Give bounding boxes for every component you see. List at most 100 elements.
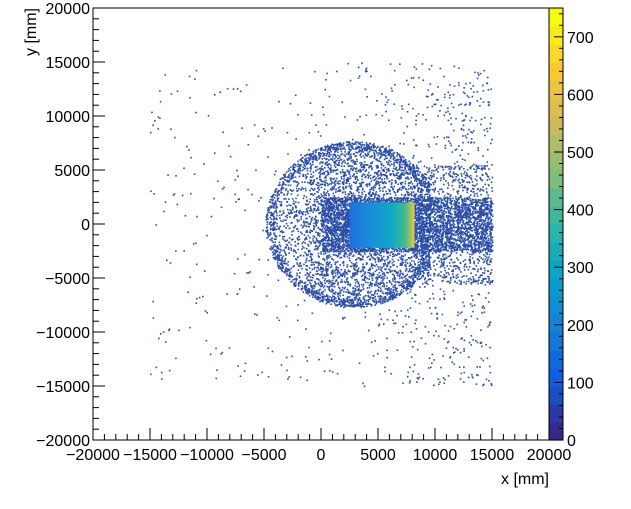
histogram-bin	[267, 233, 269, 236]
histogram-bin	[359, 141, 361, 144]
histogram-bin	[411, 188, 414, 190]
histogram-bin	[405, 161, 408, 164]
histogram-bin	[427, 254, 429, 256]
histogram-bin	[421, 178, 424, 181]
histogram-bin	[330, 303, 333, 306]
histogram-bin	[308, 291, 311, 294]
histogram-bin	[387, 167, 390, 170]
histogram-bin	[306, 210, 309, 213]
histogram-bin	[332, 275, 335, 278]
histogram-bin	[373, 293, 376, 295]
histogram-bin	[361, 279, 364, 281]
histogram-bin	[314, 149, 317, 152]
histogram-bin	[322, 258, 324, 260]
histogram-bin	[361, 193, 364, 196]
histogram-bin	[331, 237, 333, 239]
histogram-bin	[270, 211, 273, 214]
histogram-bin	[363, 146, 366, 149]
histogram-bin	[421, 248, 423, 251]
histogram-bin	[381, 169, 384, 171]
histogram-bin	[336, 151, 339, 154]
histogram-bin	[395, 166, 398, 169]
histogram-bin	[383, 148, 386, 150]
histogram-bin	[273, 238, 276, 240]
histogram-bin	[401, 284, 403, 287]
histogram-bin	[319, 176, 321, 178]
histogram-bin	[409, 281, 412, 283]
histogram-bin	[330, 209, 332, 212]
histogram-bin	[336, 255, 339, 258]
histogram-bin	[424, 257, 427, 260]
histogram-bin	[346, 266, 349, 268]
histogram-bin	[372, 176, 374, 179]
histogram-bin	[423, 184, 426, 187]
histogram-bin	[404, 177, 407, 179]
histogram-bin	[339, 274, 342, 277]
histogram-bin	[355, 151, 357, 154]
histogram-bin	[343, 299, 346, 301]
histogram-bin	[336, 173, 339, 175]
histogram-bin	[366, 164, 369, 166]
histogram-bin	[339, 264, 342, 266]
histogram-bin	[372, 200, 375, 203]
histogram-bin	[361, 174, 364, 177]
histogram-bin	[382, 165, 385, 167]
histogram-bin	[307, 172, 309, 175]
histogram-bin	[397, 253, 399, 255]
histogram-bin	[393, 269, 396, 272]
histogram-bin	[452, 221, 455, 223]
histogram-bin	[295, 251, 297, 254]
histogram-bin	[280, 254, 282, 257]
histogram-bin	[326, 201, 329, 204]
histogram-bin	[382, 168, 385, 171]
histogram-bin	[386, 265, 388, 268]
histogram-bin	[348, 151, 351, 154]
histogram-bin	[266, 213, 268, 216]
histogram-bin	[392, 280, 394, 282]
histogram-bin	[332, 281, 334, 284]
histogram-bin	[322, 180, 325, 183]
histogram-bin	[415, 174, 418, 177]
histogram-bin	[381, 173, 383, 176]
histogram-bin	[307, 223, 310, 225]
histogram-bin	[351, 251, 354, 253]
histogram-bin	[389, 254, 391, 257]
histogram-bin	[380, 269, 382, 271]
histogram-bin	[368, 148, 371, 150]
histogram-bin	[397, 177, 399, 180]
histogram-bin	[355, 182, 357, 184]
histogram-bin	[382, 281, 384, 284]
histogram-bin	[440, 204, 442, 207]
histogram-bin	[327, 184, 329, 187]
histogram-bin	[293, 173, 295, 175]
histogram-bin	[355, 251, 357, 254]
histogram-bin	[409, 264, 412, 266]
histogram-bin	[274, 241, 277, 243]
histogram-bin	[327, 265, 329, 267]
histogram-bin	[301, 281, 303, 284]
histogram-bin	[301, 280, 303, 283]
histogram-bin	[400, 158, 403, 160]
histogram-bin	[334, 148, 337, 151]
histogram-bin	[397, 183, 399, 186]
histogram-bin	[336, 271, 339, 274]
histogram-bin	[424, 267, 426, 270]
histogram-bin	[399, 177, 401, 179]
histogram-bin	[274, 250, 277, 253]
histogram-bin	[347, 283, 350, 286]
histogram-bin	[275, 249, 278, 252]
histogram-bin	[323, 177, 326, 179]
histogram-bin	[371, 250, 374, 253]
histogram-bin	[335, 299, 338, 302]
histogram-bin	[398, 274, 401, 277]
histogram-bin	[376, 182, 379, 185]
histogram-bin	[373, 179, 375, 181]
histogram-bin	[357, 194, 360, 197]
histogram-bin	[420, 196, 422, 198]
histogram-bin	[303, 263, 305, 266]
histogram-bin	[325, 161, 328, 164]
histogram-bin	[319, 167, 322, 170]
histogram-bin	[353, 196, 356, 199]
histogram-bin	[464, 202, 466, 205]
histogram-bin	[350, 148, 352, 151]
